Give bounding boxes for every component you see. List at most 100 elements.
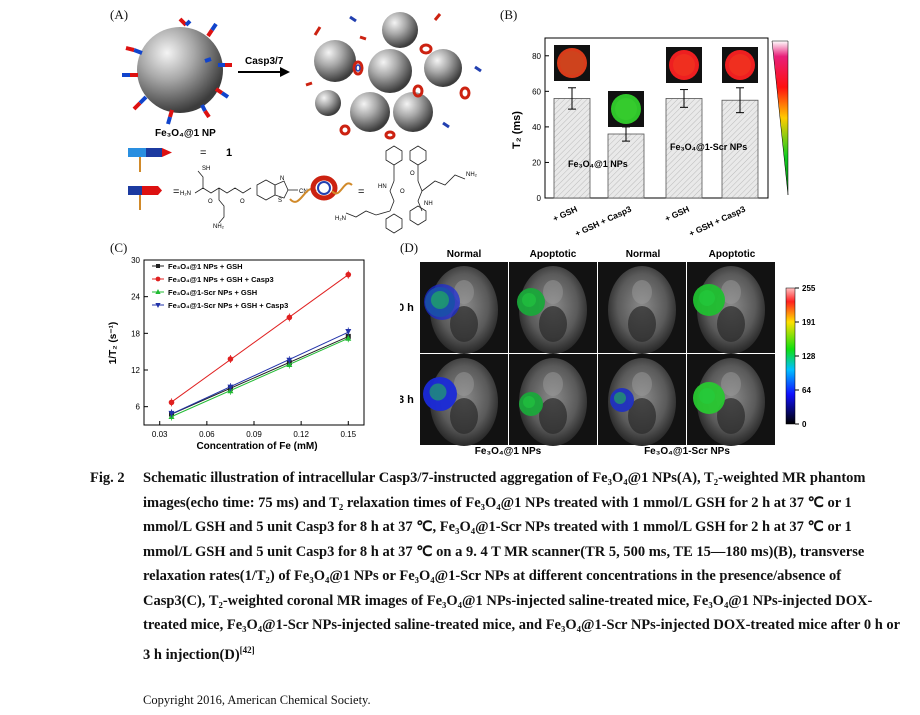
y-axis-label: T₂ (ms) [511,111,523,149]
x-tick-label: 0.09 [246,430,262,439]
data-point [345,329,352,335]
free-fragments [305,13,482,129]
fit-line [171,336,349,415]
t2-bar-chart: T₂ (ms) 0 20 40 60 80 Fe₃O₄@1 NPs Fe₃O₄@1-Sc… [511,37,789,239]
svg-text:SH: SH [202,166,210,172]
legend-entry: Fe₃O₄@1 NPs + GSH [168,262,243,271]
data-point [345,271,352,278]
fit-line [171,337,349,418]
mri-image [509,262,597,354]
np-label: Fe₃O₄@1 NP [155,128,216,139]
panel-d: (D) Normal Apoptotic Normal Apoptotic 0 … [398,240,820,462]
panel-a: (A) Fe₃O₄@1 NP Casp3/7 [100,5,500,235]
mri-image [509,354,597,446]
panel-a-schematic: Fe₃O₄@1 NP Casp3/7 [122,12,482,234]
row-header-2: 3 h [400,394,414,406]
relaxation-rate-scatter: 1/T₂ (s⁻¹) Concentration of Fe (mM) 0.03… [108,256,365,452]
bar [553,98,591,199]
group-label-1: Fe₃O₄@1 NPs [475,446,542,457]
x-tick-label: 0.06 [199,430,215,439]
bar [665,98,703,199]
mri-image [687,354,775,446]
legend-entry: Fe₃O₄@1-Scr NPs + GSH [168,288,257,297]
y-tick-label: 0 [537,194,542,203]
copyright-line: Copyright 2016, American Chemical Societ… [143,693,371,707]
figure-number: Fig. 2 [90,470,125,486]
col-header-2: Apoptotic [530,249,577,260]
mri-image [598,354,686,446]
colorbar-tick-label: 191 [802,318,816,327]
data-point [286,357,293,364]
x-tick-label: 0.15 [340,430,356,439]
col-header-3: Normal [626,249,661,260]
svg-text:H₂N: H₂N [335,216,346,222]
x-tick-label: + GSH + Casp3 [573,204,633,239]
chemical-structure-dimer [345,145,466,234]
y-tick-label: 24 [131,293,140,302]
mri-image [687,262,775,354]
legend-cleaved-tag [128,186,162,210]
data-point [168,399,175,406]
legend-entry: Fe₃O₄@1 NPs + GSH + Casp3 [168,275,274,284]
svg-text:O: O [240,199,245,205]
fit-line [171,331,349,415]
aggregated-nanoparticles [314,12,462,132]
col-header-1: Normal [447,249,482,260]
dimer-ring-icon [310,175,338,201]
caption-text: Schematic illustration of intracellular … [143,470,900,663]
colorbar-tick-label: 0 [802,420,807,429]
svg-text:O: O [400,189,405,195]
svg-text:1: 1 [226,147,232,159]
t2-colorbar [771,40,789,196]
y-tick-label: 40 [532,123,541,132]
svg-text:H₂N: H₂N [180,191,191,197]
svg-text:=: = [200,147,206,159]
mri-image [420,262,508,354]
svg-text:=: = [358,186,364,198]
x-tick-label: + GSH [663,204,691,224]
group-label-2: Fe₃O₄@1-Scr NPs [644,446,730,457]
svg-text:HN: HN [378,184,387,190]
panel-c-label: (C) [110,240,128,255]
y-tick-label: 6 [136,403,141,412]
casp37-label: Casp3/7 [245,56,284,67]
panel-b: (B) T₂ (ms) 0 20 40 60 80 Fe₃O₄@1 NPs Fe₃O₄@… [500,5,800,240]
svg-text:O: O [410,171,415,177]
svg-text:S: S [278,198,282,204]
svg-text:CN: CN [299,189,308,195]
colorbar-tick-label: 128 [802,352,816,361]
colorbar-tick-label: 255 [802,284,816,293]
svg-text:=: = [173,186,179,198]
panel-d-label: (D) [400,240,419,255]
y-tick-label: 12 [131,366,140,375]
panel-b-label: (B) [500,7,518,22]
x-tick-label: + GSH [551,204,579,224]
data-point [286,314,293,321]
mri-panel: Normal Apoptotic Normal Apoptotic 0 h 3 … [398,249,816,457]
dimer-rings [339,43,471,140]
mri-image [420,354,508,446]
bar [721,99,759,199]
data-point [227,356,234,362]
y-tick-label: 30 [131,256,140,265]
x-tick-label: 0.12 [293,430,309,439]
panel-a-label: (A) [110,7,129,22]
svg-text:NH₂: NH₂ [466,172,478,178]
y-tick-label: 20 [532,158,541,167]
svg-text:NH: NH [424,201,433,207]
legend-entry: Fe₃O₄@1-Scr NPs + GSH + Casp3 [168,301,288,310]
y-tick-label: 60 [532,87,541,96]
svg-text:O: O [208,199,213,205]
colorbar-tick-label: 64 [802,386,811,395]
chemical-structure-monomer [194,170,298,224]
col-header-4: Apoptotic [709,249,756,260]
phantom-images [554,45,758,127]
data-point [345,335,352,341]
intensity-colorbar [785,287,796,425]
y-tick-label: 18 [131,329,140,338]
data-point [168,410,175,417]
x-tick-label: + GSH + Casp3 [687,204,747,239]
mri-image [598,262,686,354]
group-label-1: Fe₃O₄@1 NPs [568,159,628,169]
ligand-tags [122,17,232,125]
